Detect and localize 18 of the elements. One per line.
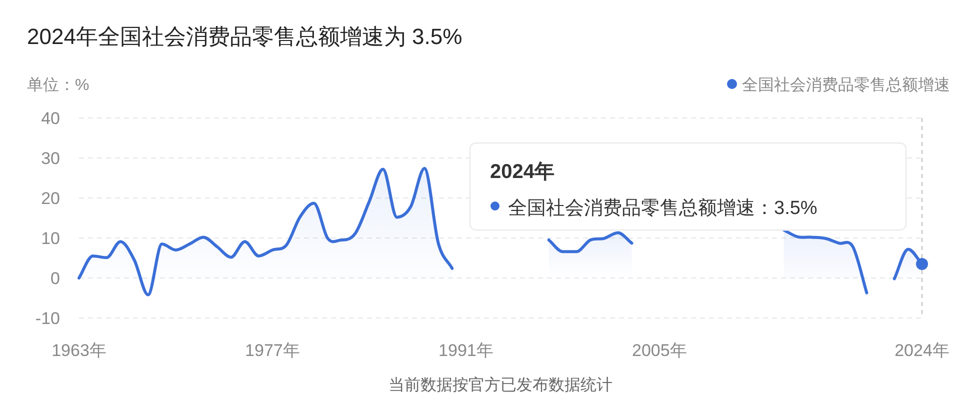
annotation: 2024年 [490,161,554,183]
y-tick-label: 30 [41,149,60,168]
y-axis-title: 单位：% [27,76,90,94]
x-tick-label: 1977年 [245,341,300,360]
legend-label: 全国社会消费品零售总额增速 [742,76,950,94]
y-tick-label: -10 [35,309,60,328]
x-tick-label: 1991年 [438,341,494,360]
y-tick-label: 20 [41,189,60,208]
y-tick-label: 10 [41,229,60,248]
chart-title: 2024年全国社会消费品零售总额增速为 3.5% [27,24,462,49]
y-tick-label: 0 [50,269,60,288]
x-tick-label: 2024年 [894,341,950,360]
x-axis-title: 当前数据按官方已发布数据统计 [388,376,612,394]
tooltip: 2024年 全国社会消费品零售总额增速：3.5% [469,142,907,231]
annotation: 全国社会消费品零售总额增速：3.5% [508,197,818,219]
y-tick-label: 40 [41,109,60,128]
x-tick-label: 1963年 [52,341,106,360]
x-tick-label: 2005年 [632,341,687,360]
